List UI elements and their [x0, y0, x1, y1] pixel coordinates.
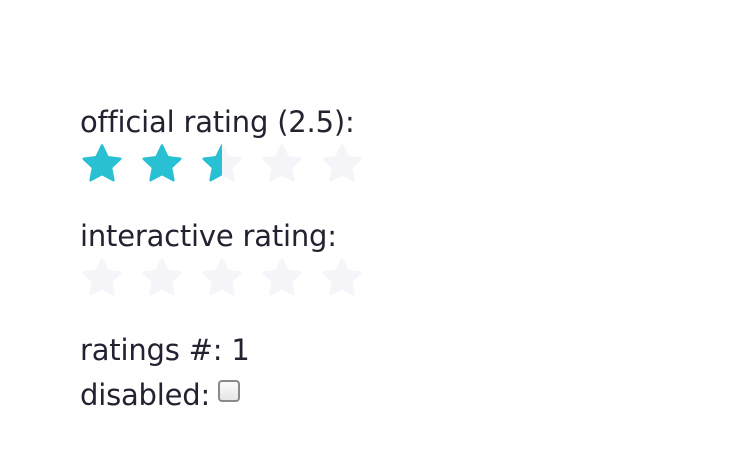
disabled-checkbox[interactable]: [218, 380, 241, 402]
star-icon[interactable]: [140, 256, 184, 300]
star-icon: [140, 142, 184, 186]
interactive-rating-stars[interactable]: [80, 256, 364, 300]
star-icon: [320, 142, 364, 186]
star-icon[interactable]: [320, 256, 364, 300]
star-icon[interactable]: [200, 256, 244, 300]
official-rating-label: official rating (2.5):: [80, 105, 355, 139]
disabled-label: disabled:: [80, 378, 211, 412]
star-icon: [260, 142, 304, 186]
ratings-count-label: ratings #: 1: [80, 333, 250, 367]
star-icon: [80, 142, 124, 186]
official-rating-stars: [80, 142, 364, 186]
star-icon: [200, 142, 244, 186]
disabled-row: disabled:: [80, 377, 241, 413]
star-icon[interactable]: [260, 256, 304, 300]
star-icon[interactable]: [80, 256, 124, 300]
interactive-rating-label: interactive rating:: [80, 219, 337, 253]
